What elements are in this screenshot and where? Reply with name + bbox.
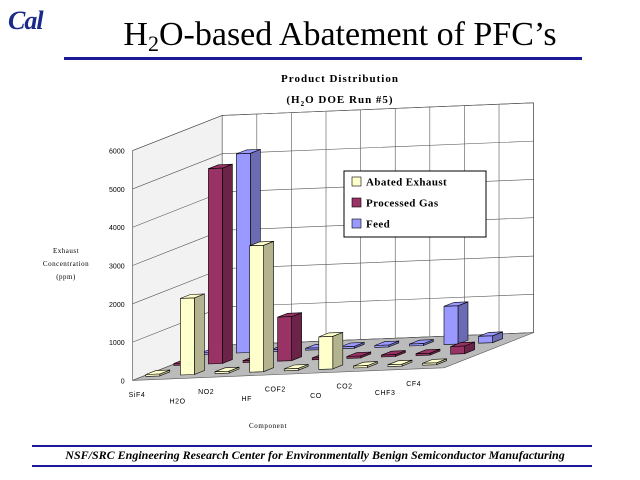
legend-label: Feed [366,219,390,231]
x-tick-label: CO [310,393,322,400]
bar-front [387,363,403,367]
bar-side [457,301,469,345]
bar-front [374,344,390,348]
x-axis-label: Component [249,422,287,430]
legend-swatch [351,218,362,229]
x-tick-label: SiF4 [129,392,146,399]
title-divider [64,57,582,60]
bar-front [422,362,437,366]
chart-title-line2-post: O DOE Run #5) [305,94,394,106]
cal-logo: Cal [8,6,44,35]
bar-side [332,331,344,370]
y-tick-label: 2000 [109,302,125,309]
bar-front [353,365,368,369]
bar-front [450,345,465,355]
x-tick-label: COF2 [265,386,286,393]
x-tick-label: HF [242,396,253,403]
y-axis-label: (ppm) [56,273,76,281]
bar-front [145,373,161,377]
bar-front [236,152,251,354]
y-tick-label: 1000 [109,340,125,347]
slide-title-sub: 2 [147,31,159,56]
bar-front [180,297,195,376]
bar-front [283,368,299,372]
bar-front [381,354,396,358]
footer-text: NSF/SRC Engineering Research Center for … [65,448,565,462]
slide-title-pre: H [123,16,148,53]
bar-side [194,293,205,375]
footer-divider-bottom [32,465,592,467]
x-tick-label: CO2 [336,384,352,391]
bar-front [478,335,493,344]
footer-divider-top [32,445,592,447]
bar-front [346,355,362,359]
legend: Abated Exhaust Processed Gas Feed [343,170,487,238]
bar-front [277,316,292,362]
y-axis-label: Exhaust [53,247,79,255]
x-tick-label: CHF3 [375,390,396,397]
legend-box [343,170,487,238]
y-tick-label: 4000 [109,225,125,232]
legend-label: Processed Gas [366,198,439,210]
x-tick-label: H2O [169,399,185,406]
y-tick-label: 5000 [109,187,125,194]
legend-swatch [351,197,362,208]
chart-title-line2: (H2O DOE Run #5) [220,94,460,108]
bar-front [409,343,424,347]
bar-front [208,167,223,365]
chart-title-line2-pre: (H [286,94,301,106]
bar-front [415,352,431,356]
legend-label: Abated Exhaust [366,177,447,189]
y-tick-label: 0 [121,378,125,385]
bar-side [291,312,302,362]
y-tick-label: 3000 [109,264,125,271]
bar-front [318,335,334,370]
bar-side [263,240,274,373]
bar-front [443,305,459,345]
bar-front [249,244,264,373]
bar-front [305,347,320,351]
chart-title-line1: Product Distribution [281,73,399,85]
x-tick-label: NO2 [198,389,214,396]
y-axis-label: Concentration [43,260,89,268]
bar-side [222,163,233,364]
x-tick-label: CF4 [406,381,421,388]
slide-title: H2O-based Abatement of PFC’s [60,16,620,57]
chart-title-line2-sub: 2 [300,100,306,109]
slide-title-post: O-based Abatement of PFC’s [158,16,557,53]
bar-front [214,370,230,374]
y-tick-label: 6000 [109,149,125,156]
legend-swatch [351,176,362,187]
